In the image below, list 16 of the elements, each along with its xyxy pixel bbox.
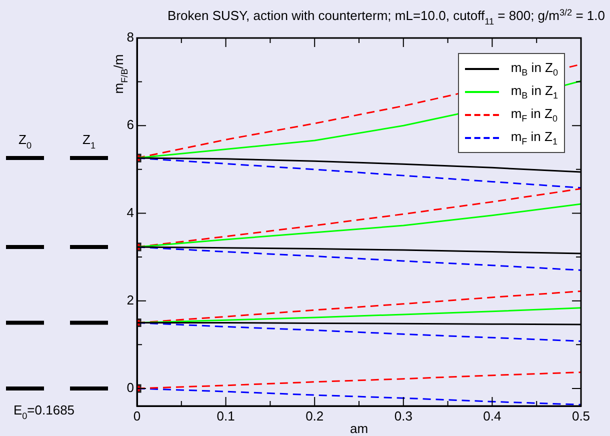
y-tick-label: 8 <box>126 30 134 45</box>
legend-label: m$_{B}$ in Z$_{0}$ <box>510 60 558 78</box>
x-tick-label: 0.1 <box>216 408 235 424</box>
y-tick-label: 4 <box>126 204 134 220</box>
y-tick-label: 0 <box>126 380 134 396</box>
legend-label: m$_{B}$ in Z$_{1}$ <box>510 82 558 100</box>
x-tick-label: 0.5 <box>572 408 590 424</box>
legend-label: m$_{F}$ in Z$_{0}$ <box>510 106 558 124</box>
y-tick-label: 2 <box>126 292 134 308</box>
y-axis-title: mF/B/m <box>111 54 130 94</box>
x-tick-label: 0.4 <box>483 408 502 424</box>
legend-label: m$_{F}$ in Z$_{1}$ <box>510 128 558 146</box>
x-tick-label: 0.3 <box>394 408 412 424</box>
x-tick-label: 0.2 <box>306 408 324 424</box>
y-tick-label: 6 <box>126 117 134 132</box>
x-axis-title: am <box>350 421 368 436</box>
